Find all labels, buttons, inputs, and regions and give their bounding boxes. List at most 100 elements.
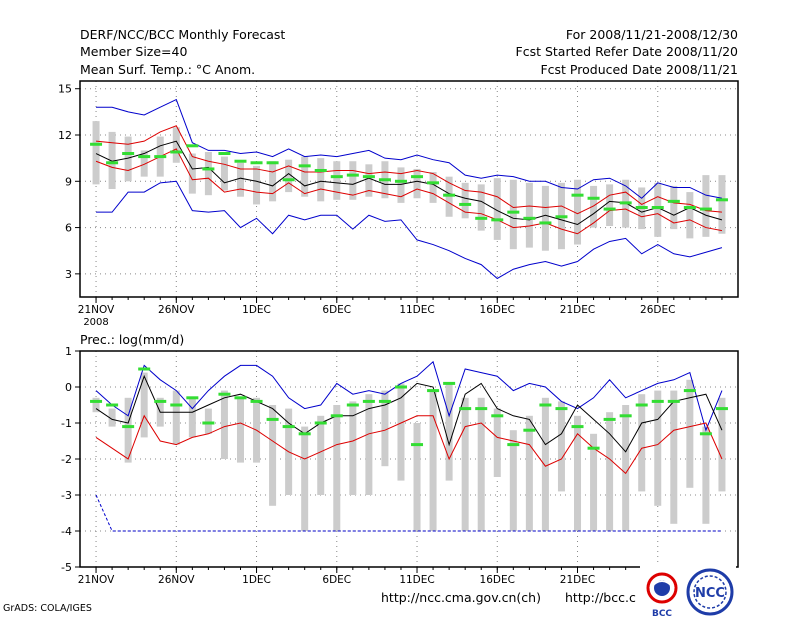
temp-x-year-label: 2008 [83,317,108,328]
temp-spread-bar [461,182,469,219]
temp-median-marker [138,155,151,159]
temp-median-marker [266,161,279,165]
temp-series-lower [95,148,723,235]
temp-spread-bar [686,192,694,239]
prec-x-tick-label: 6DEC [322,574,351,586]
prec-median-marker [250,399,263,403]
prec-median-marker [394,385,407,389]
forecast-period: For 2008/11/21-2008/12/30 [565,27,738,42]
prec-median-marker [346,403,359,407]
prec-median-marker [282,425,295,429]
temp-spread-bar [429,172,437,203]
temp-spread-bar [365,164,373,197]
prec-spread-bar [445,383,453,481]
prec-spread-bar [92,397,100,413]
prec-spread-bar [461,397,469,531]
temp-spread-bar [397,167,405,203]
temp-median-marker [539,221,552,225]
temp-median-marker [298,164,311,168]
prec-spread-bar [124,397,132,463]
temp-y-tick-label: 6 [65,222,72,235]
temp-median-marker [715,198,728,202]
prec-median-marker [459,407,472,411]
prec-spread-bar [509,430,517,531]
prec-spread-bar [333,405,341,531]
prec-median-marker [170,403,183,407]
temp-spread-bar [172,127,180,163]
temp-y-tick-label: 3 [65,268,72,281]
prec-x-tick-label: 11DEC [399,574,434,586]
prec-spread-bar [365,394,373,495]
prec-median-marker [667,399,680,403]
temp-median-marker [106,161,119,165]
prec-spread-bar [702,426,710,524]
prec-series-lower [95,414,723,475]
chart-title: DERF/NCC/BCC Monthly Forecast [80,27,286,42]
bcc-url-link[interactable]: http://bcc.c [565,590,636,605]
prec-spread-bar [493,408,501,477]
temp-x-tick-label: 16DEC [480,304,515,316]
prec-spread-bar [654,390,662,506]
prec-x-tick-label: 21NOV [78,574,115,586]
temp-x-tick-label: 21NOV [78,304,115,316]
temp-panel: 3 6 9 12 15 21NOV 26NOV 1DEC 6DEC 11DEC 16DEC 21DEC… [58,80,739,328]
temp-spread-bar [590,185,598,228]
ncc-logo-icon: NCC [686,568,734,616]
prec-median-marker [90,399,103,403]
prec-median-marker [555,407,568,411]
start-ref-date: Fcst Started Refer Date 2008/11/20 [515,44,739,59]
temp-y-tick-label: 12 [58,129,72,142]
temp-series-max [96,98,723,199]
prec-spread-bar [557,401,565,492]
temp-median-marker [635,206,648,210]
logo-area: BCC NCC [640,566,736,619]
temp-spread-bar [718,175,726,234]
prec-median-marker [234,396,247,400]
ncc-url-link[interactable]: http://ncc.cma.gov.cn(ch) [381,590,541,605]
prec-y-tick-label: -1 [61,417,72,430]
prec-median-marker [507,443,520,447]
prec-spread-bar [397,383,405,481]
prec-spread-bar [429,390,437,531]
temp-median-marker [122,152,135,156]
temp-spread-bar [269,161,277,202]
prec-spread-bar [349,401,357,495]
temp-median-marker [619,201,632,205]
prec-y-tick-label: 1 [65,345,72,358]
temp-median-marker [330,175,343,179]
temp-spread-bar [204,151,212,196]
prec-median-marker [571,425,584,429]
prec-y-tick-label: 0 [65,381,72,394]
temp-median-marker [234,159,247,163]
temp-x-tick-label: 26DEC [640,304,675,316]
prec-spread-bar [622,405,630,531]
prec-x-tick-label: 16DEC [480,574,515,586]
temp-series-min [96,180,723,280]
prec-y-tick-label: -4 [61,525,72,538]
prec-spread-bar [638,394,646,492]
prec-spread-bar [269,405,277,506]
temp-median-marker [218,152,231,156]
prec-spread-bar [590,433,598,531]
temp-median-marker [523,216,536,220]
temp-median-marker [587,196,600,200]
grads-credit: GrADS: COLA/IGES [3,603,92,614]
prec-series-mean [95,374,723,453]
temp-spread-bar [285,159,293,193]
temp-spread-bar [124,136,132,182]
prec-median-marker [218,392,231,396]
prec-spread-bar [413,423,421,531]
prec-median-marker [635,403,648,407]
prec-spread-bar [236,397,244,463]
ncc-logo-text: NCC [695,586,725,601]
prec-median-marker [587,446,600,450]
prec-spread-bar [381,390,389,467]
prec-median-marker [427,389,440,393]
prec-median-marker [330,414,343,418]
temp-median-marker [651,206,664,210]
prec-median-marker [491,414,504,418]
prec-panel: -5 -4 -3 -2 -1 0 1 21NOV 26NOV 1DEC 6DEC 11DEC 16DEC… [61,332,739,586]
prec-spread-bar [108,408,116,427]
temp-spread-bar [445,176,453,217]
